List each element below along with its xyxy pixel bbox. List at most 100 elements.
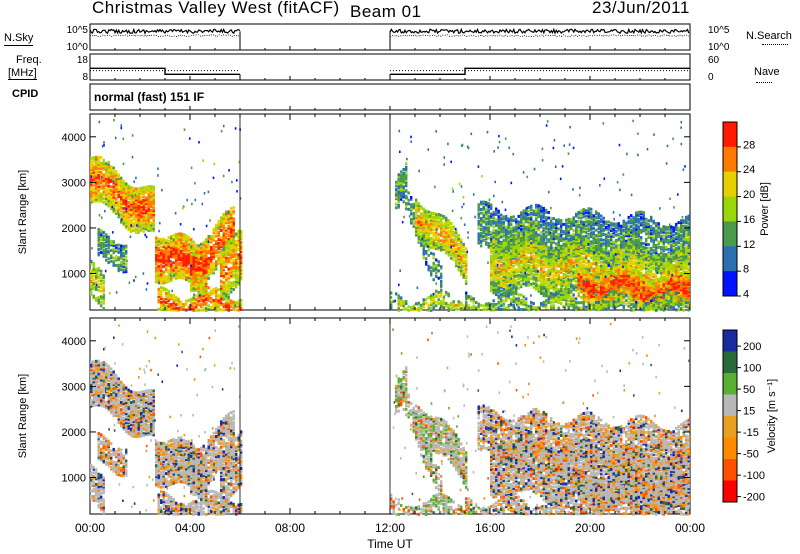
- data-cell: [115, 200, 118, 204]
- data-cell: [202, 284, 205, 288]
- data-cell: [92, 158, 95, 162]
- data-cell: [522, 238, 525, 242]
- data-cell: [192, 301, 195, 305]
- data-cell: [240, 255, 243, 259]
- data-cell: [190, 247, 193, 251]
- data-cell: [160, 289, 163, 293]
- data-cell: [147, 219, 150, 223]
- data-cell: [195, 288, 198, 292]
- data-cell: [182, 304, 185, 308]
- data-cell: [685, 237, 688, 241]
- data-cell: [425, 298, 428, 302]
- data-cell: [495, 253, 498, 256]
- data-cell: [107, 179, 110, 182]
- data-cell: [165, 257, 168, 261]
- data-cell: [237, 269, 240, 273]
- data-cell: [402, 300, 405, 304]
- data-cell: [540, 239, 543, 243]
- noise-line-nsearch: [389, 34, 689, 38]
- data-cell: [122, 201, 125, 205]
- data-cell: [447, 292, 450, 296]
- data-cell: [195, 266, 198, 270]
- data-cell: [502, 242, 505, 246]
- data-cell: [135, 203, 138, 207]
- data-cell: [647, 243, 650, 246]
- data-cell: [230, 254, 233, 257]
- data-cell: [210, 260, 213, 264]
- data-cell: [92, 274, 95, 278]
- data-cell: [420, 234, 423, 238]
- data-cell: [222, 308, 225, 312]
- data-cell: [147, 190, 150, 194]
- data-cell: [175, 256, 178, 260]
- data-cell: [122, 196, 125, 200]
- data-cell: [167, 236, 170, 240]
- data-cell: [162, 301, 165, 305]
- data-cell: [110, 167, 113, 171]
- data-cell: [145, 209, 148, 213]
- data-cell: [190, 301, 193, 305]
- data-cell: [175, 254, 178, 258]
- data-cell: [180, 267, 183, 271]
- data-cell: [170, 308, 173, 312]
- data-cell: [97, 301, 100, 305]
- data-cell: [225, 232, 228, 236]
- data-cell: [135, 218, 138, 222]
- data-cell: [125, 268, 128, 272]
- data-cell: [105, 193, 108, 197]
- data-cell: [207, 244, 210, 248]
- data-cell: [157, 274, 160, 277]
- data-cell: [102, 298, 105, 301]
- data-cell: [452, 231, 455, 234]
- data-cell: [190, 249, 193, 253]
- data-cell: [177, 267, 180, 271]
- data-cell: [237, 238, 240, 242]
- data-cell: [122, 185, 125, 189]
- data-cell: [205, 241, 208, 245]
- data-cell: [230, 219, 233, 223]
- data-cell: [557, 232, 560, 236]
- data-cell: [100, 277, 103, 280]
- data-cell: [192, 278, 195, 282]
- data-cell: [175, 238, 178, 242]
- data-cell: [222, 266, 225, 270]
- data-cell: [620, 224, 623, 228]
- data-cell: [155, 258, 158, 262]
- data-cell: [105, 238, 108, 242]
- data-cell: [437, 220, 440, 224]
- data-cell: [527, 276, 530, 280]
- data-cell: [612, 235, 615, 239]
- data-cell: [177, 256, 180, 260]
- data-cell: [657, 231, 660, 235]
- data-cell: [207, 273, 210, 277]
- data-cell: [165, 304, 168, 308]
- data-cell: [222, 238, 225, 242]
- data-cell: [652, 219, 655, 223]
- data-cell: [187, 252, 190, 256]
- data-cell: [237, 282, 240, 286]
- data-cell: [487, 236, 490, 240]
- data-cell: [147, 228, 150, 232]
- data-cell: [547, 227, 550, 231]
- data-cell: [135, 222, 138, 225]
- data-cell: [155, 249, 158, 253]
- data-cell: [157, 289, 160, 293]
- data-cell: [217, 261, 220, 265]
- data-cell: [240, 235, 243, 239]
- data-cell: [487, 214, 490, 218]
- data-cell: [197, 249, 200, 253]
- data-cell: [227, 276, 230, 280]
- data-cell: [92, 170, 95, 174]
- data-cell: [120, 209, 123, 213]
- data-cell: [112, 199, 115, 203]
- data-cell: [90, 178, 93, 182]
- data-cell: [215, 232, 218, 236]
- data-cell: [177, 299, 180, 303]
- data-cell: [90, 187, 93, 191]
- data-cell: [412, 202, 415, 206]
- data-cell: [155, 245, 158, 249]
- data-cell: [157, 295, 160, 298]
- data-cell: [97, 242, 100, 246]
- data-cell: [165, 306, 168, 310]
- data-cell: [142, 195, 145, 199]
